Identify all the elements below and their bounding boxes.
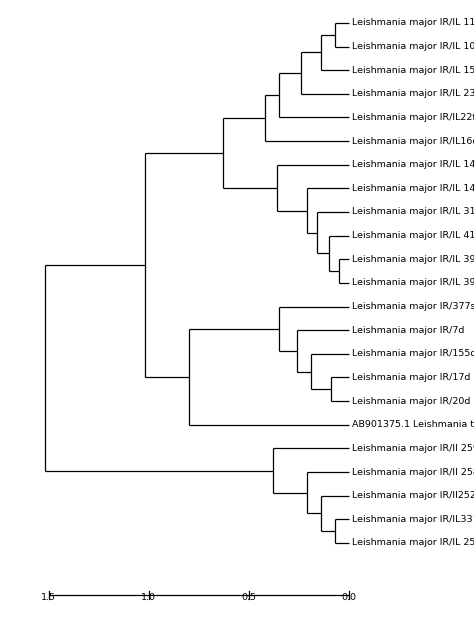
Text: Leishmania major IR/7d: Leishmania major IR/7d [352,325,465,335]
Text: AB901375.1 Leishmania tropica kinetop...: AB901375.1 Leishmania tropica kinetop... [352,420,474,429]
Text: Leishmania major IR/IL 319: Leishmania major IR/IL 319 [352,207,474,217]
Text: 0.5: 0.5 [242,593,256,602]
Text: 1.5: 1.5 [41,593,56,602]
Text: Leishmania major IR/IL 140d: Leishmania major IR/IL 140d [352,184,474,193]
Text: Leishmania major IR/IL 253pf: Leishmania major IR/IL 253pf [352,538,474,547]
Text: 1.0: 1.0 [141,593,156,602]
Text: Leishmania major IR/IL 158fv: Leishmania major IR/IL 158fv [352,66,474,75]
Text: Leishmania major IR/155db: Leishmania major IR/155db [352,349,474,358]
Text: Leishmania major IR/II 258da: Leishmania major IR/II 258da [352,468,474,477]
Text: Leishmania major IR/IL 144d: Leishmania major IR/IL 144d [352,160,474,169]
Text: Leishmania major IR/IL 23fv: Leishmania major IR/IL 23fv [352,89,474,99]
Text: Leishmania major IR/IL 10fv: Leishmania major IR/IL 10fv [352,42,474,51]
Text: Leishmania major IR/377sa: Leishmania major IR/377sa [352,302,474,311]
Text: Leishmania major IR/17d: Leishmania major IR/17d [352,373,471,382]
Text: Leishmania major IR/II252pf: Leishmania major IR/II252pf [352,491,474,500]
Text: Leishmania major IR/20d: Leishmania major IR/20d [352,397,471,406]
Text: Leishmania major IR/IL331cd: Leishmania major IR/IL331cd [352,515,474,524]
Text: Leishmania major IR/IL16d: Leishmania major IR/IL16d [352,137,474,145]
Text: Leishmania major IR/IL 392m: Leishmania major IR/IL 392m [352,279,474,288]
Text: Leishmania major IR/IL 11fv: Leishmania major IR/IL 11fv [352,18,474,27]
Text: 0.0: 0.0 [342,593,356,602]
Text: Leishmania major IR/IL 411sa: Leishmania major IR/IL 411sa [352,231,474,240]
Text: Leishmania major IR/IL 393m: Leishmania major IR/IL 393m [352,255,474,264]
Text: Leishmania major IR/IL22fv: Leishmania major IR/IL22fv [352,113,474,122]
Text: Leishmania major IR/II 259ca: Leishmania major IR/II 259ca [352,444,474,453]
